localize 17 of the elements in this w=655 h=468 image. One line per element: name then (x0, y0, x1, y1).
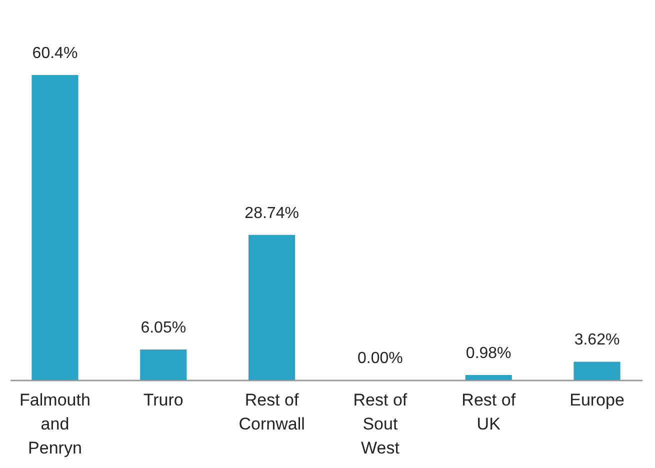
data-label: 60.4% (32, 45, 78, 62)
bar (140, 349, 187, 380)
bar (574, 362, 620, 380)
x-tick-label: Falmouth and Penryn (20, 390, 90, 458)
data-label: 3.62% (574, 332, 620, 349)
x-tick-label: Truro (143, 390, 184, 410)
x-tick-label: Europe (570, 390, 624, 410)
bar (465, 375, 512, 380)
x-tick-label: Rest of Cornwall (238, 390, 305, 434)
data-label: 0.98% (466, 345, 512, 362)
bar (248, 234, 296, 380)
x-tick-label: Rest of Sout West (353, 390, 408, 458)
bar (32, 75, 78, 380)
x-tick-label: Rest of UK (462, 390, 516, 434)
data-label: 28.74% (244, 204, 299, 222)
data-label: 6.05% (140, 319, 186, 336)
data-label: 0.00% (358, 350, 403, 367)
